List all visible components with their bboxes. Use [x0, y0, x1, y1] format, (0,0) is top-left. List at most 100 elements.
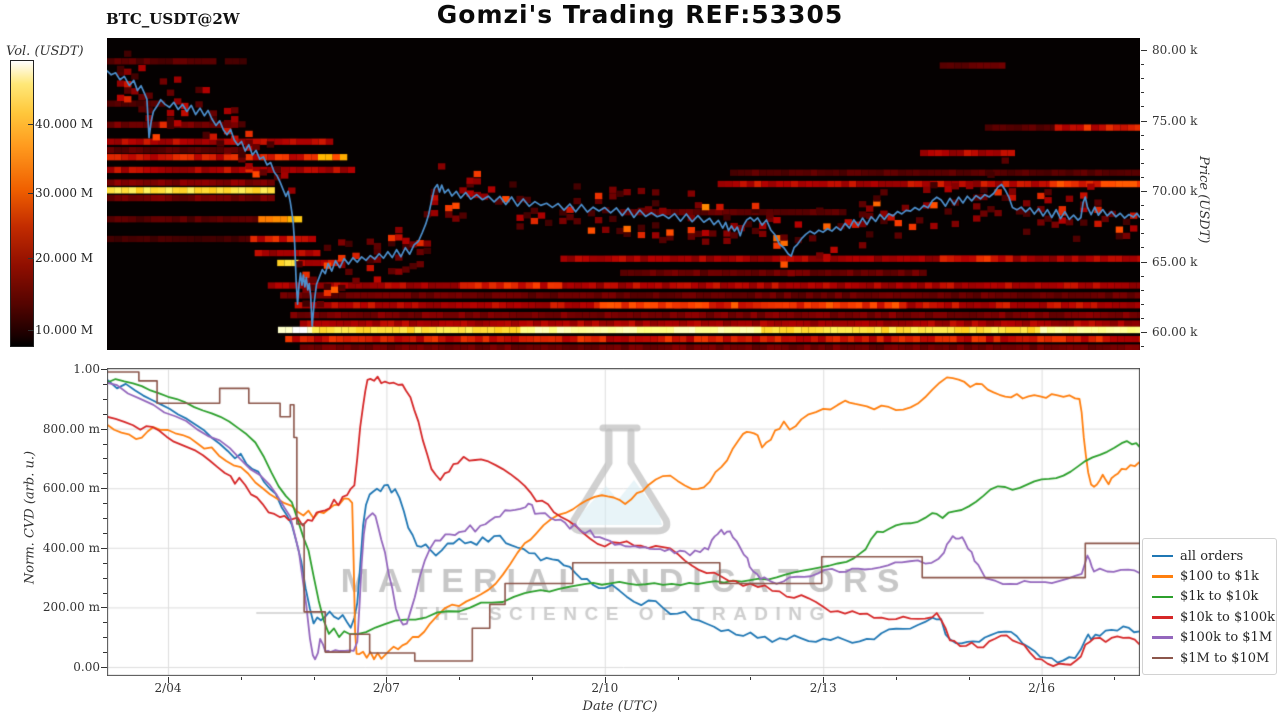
colorbar-tick-label: 30.000 M [35, 186, 94, 201]
cvd-ytick [101, 667, 107, 668]
colorbar-tick-label: 40.000 M [35, 117, 94, 132]
cvd-ytick [101, 429, 107, 430]
cvd-ytick [103, 473, 107, 474]
date-tick [1042, 677, 1043, 683]
colorbar-tick [28, 258, 34, 259]
legend-label: $1M to $10M [1180, 650, 1270, 666]
price-tick [1141, 262, 1147, 263]
price-tick [1141, 205, 1144, 206]
date-tick [314, 677, 315, 680]
date-tick [750, 677, 751, 680]
price-tick [1141, 121, 1147, 122]
legend-swatch-icon [1152, 554, 1173, 558]
cvd-ytick [103, 503, 107, 504]
price-axis-label: Price (USDT) [1196, 156, 1211, 244]
cvd-ytick [101, 488, 107, 489]
cvd-ytick-label: 400.00 m [42, 540, 100, 555]
cvd-ytick [103, 444, 107, 445]
date-tick [532, 677, 533, 680]
price-tick [1141, 304, 1144, 305]
legend-swatch-icon [1152, 656, 1173, 660]
legend-item: $1k to $10k [1143, 587, 1276, 607]
legend-label: all orders [1180, 548, 1244, 564]
date-tick-label: 2/04 [154, 681, 182, 695]
price-tick [1141, 290, 1144, 291]
date-tick [678, 677, 679, 680]
cvd-ytick [103, 384, 107, 385]
date-tick-label: 2/10 [591, 681, 619, 695]
colorbar-tick [28, 124, 34, 125]
price-tick [1141, 135, 1144, 136]
date-axis-label: Date (UTC) [582, 699, 658, 714]
cvd-ytick-label: 600.00 m [42, 481, 100, 496]
cvd-ytick [103, 533, 107, 534]
cvd-ytick [103, 622, 107, 623]
price-tick [1141, 191, 1147, 192]
price-tick [1141, 177, 1144, 178]
cvd-ytick [103, 593, 107, 594]
legend-swatch-icon [1152, 616, 1173, 619]
cvd-ytick [103, 637, 107, 638]
date-tick [459, 677, 460, 680]
date-tick [168, 677, 169, 683]
page-title: Gomzi's Trading REF:53305 [436, 0, 844, 29]
colorbar-tick-label: 10.000 M [35, 322, 94, 337]
date-tick [386, 677, 387, 683]
price-tick [1141, 233, 1144, 234]
price-tick [1141, 346, 1144, 347]
price-tick [1141, 106, 1144, 107]
cvd-ytick [101, 607, 107, 608]
cvd-ytick-label: 0.00 [73, 660, 100, 674]
cvd-ytick [103, 652, 107, 653]
date-tick [823, 677, 824, 683]
volume-colorbar [10, 60, 34, 347]
legend-swatch-icon [1152, 575, 1173, 578]
price-tick-label: 65.00 k [1152, 254, 1198, 269]
price-tick-label: 80.00 k [1152, 43, 1198, 57]
price-tick [1141, 318, 1144, 319]
legend-label: $1k to $10k [1180, 589, 1259, 605]
legend-swatch-icon [1152, 595, 1173, 599]
date-tick [241, 677, 242, 680]
colorbar-label: Vol. (USDT) [6, 44, 84, 59]
date-tick [605, 677, 606, 683]
legend-item: $10k to $100k [1143, 607, 1276, 627]
colorbar-tick-label: 20.000 M [35, 251, 94, 266]
date-tick-label: 2/16 [1028, 681, 1056, 695]
legend-item: $100 to $1k [1143, 566, 1276, 586]
cvd-ytick [103, 414, 107, 415]
date-tick [896, 677, 897, 680]
price-tick [1141, 276, 1144, 277]
price-heatmap-canvas [107, 38, 1140, 350]
legend-item: $100k to $1M [1143, 628, 1276, 648]
price-tick [1141, 247, 1144, 248]
price-tick [1141, 78, 1144, 79]
legend-item: all orders [1143, 546, 1276, 566]
cvd-ytick [103, 518, 107, 519]
price-tick [1141, 219, 1144, 220]
price-tick [1141, 332, 1147, 333]
cvd-axis-label: Norm. CVD (arb. u.) [22, 450, 38, 585]
legend-swatch-icon [1152, 636, 1173, 640]
date-tick [969, 677, 970, 680]
date-tick-label: 2/07 [372, 681, 400, 695]
cvd-ytick [103, 563, 107, 564]
colorbar-tick [28, 193, 34, 194]
date-tick-label: 2/13 [809, 681, 837, 695]
cvd-ytick [103, 458, 107, 459]
cvd-ytick-label: 800.00 m [42, 421, 100, 436]
legend-label: $100 to $1k [1180, 569, 1259, 585]
colorbar-tick [28, 330, 34, 331]
date-tick [1114, 677, 1115, 680]
cvd-ytick-label: 1.00 [73, 362, 100, 376]
price-tick [1141, 50, 1147, 51]
price-tick [1141, 163, 1144, 164]
price-tick [1141, 64, 1144, 65]
cvd-ytick-label: 200.00 m [42, 600, 100, 615]
cvd-ytick [101, 548, 107, 549]
price-tick [1141, 92, 1144, 93]
cvd-ytick [103, 578, 107, 579]
legend-label: $10k to $100k [1180, 609, 1275, 625]
price-tick-label: 60.00 k [1152, 325, 1198, 339]
